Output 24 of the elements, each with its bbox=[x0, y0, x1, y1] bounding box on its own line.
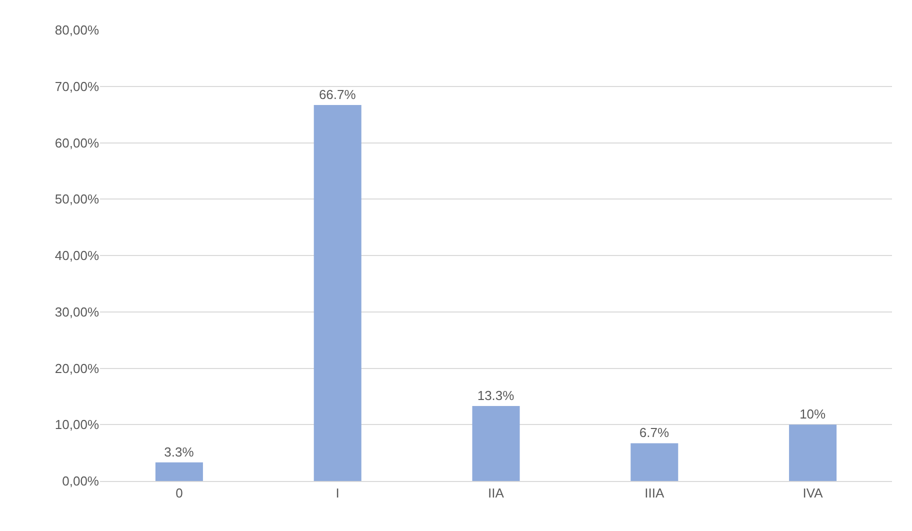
bar bbox=[472, 406, 520, 481]
y-tick-label: 20,00% bbox=[54, 360, 100, 376]
y-tick-label: 50,00% bbox=[54, 192, 100, 207]
data-label: 10% bbox=[800, 406, 826, 422]
bar bbox=[314, 104, 362, 481]
x-tick-label: I bbox=[336, 486, 340, 501]
data-label: 13.3% bbox=[477, 388, 515, 404]
y-tick-label: 60,00% bbox=[54, 135, 100, 150]
x-tick-label: 0 bbox=[176, 486, 183, 501]
y-tick-label: 70,00% bbox=[54, 78, 100, 94]
y-tick-label: 10,00% bbox=[54, 417, 100, 432]
y-tick-label: 0,00% bbox=[62, 474, 100, 489]
x-tick-label: IVA bbox=[802, 486, 824, 501]
x-tick-label: IIIA bbox=[644, 486, 664, 501]
y-tick-label: 80,00% bbox=[54, 22, 100, 38]
data-label: 3.3% bbox=[164, 444, 194, 460]
x-tick-label: IIA bbox=[488, 486, 504, 501]
bar bbox=[630, 443, 678, 481]
bar bbox=[155, 462, 203, 481]
data-label: 6.7% bbox=[639, 425, 670, 440]
y-tick-label: 40,00% bbox=[54, 248, 100, 264]
bar bbox=[789, 424, 837, 481]
y-tick-label: 30,00% bbox=[54, 304, 100, 320]
data-label: 66.7% bbox=[318, 86, 356, 102]
